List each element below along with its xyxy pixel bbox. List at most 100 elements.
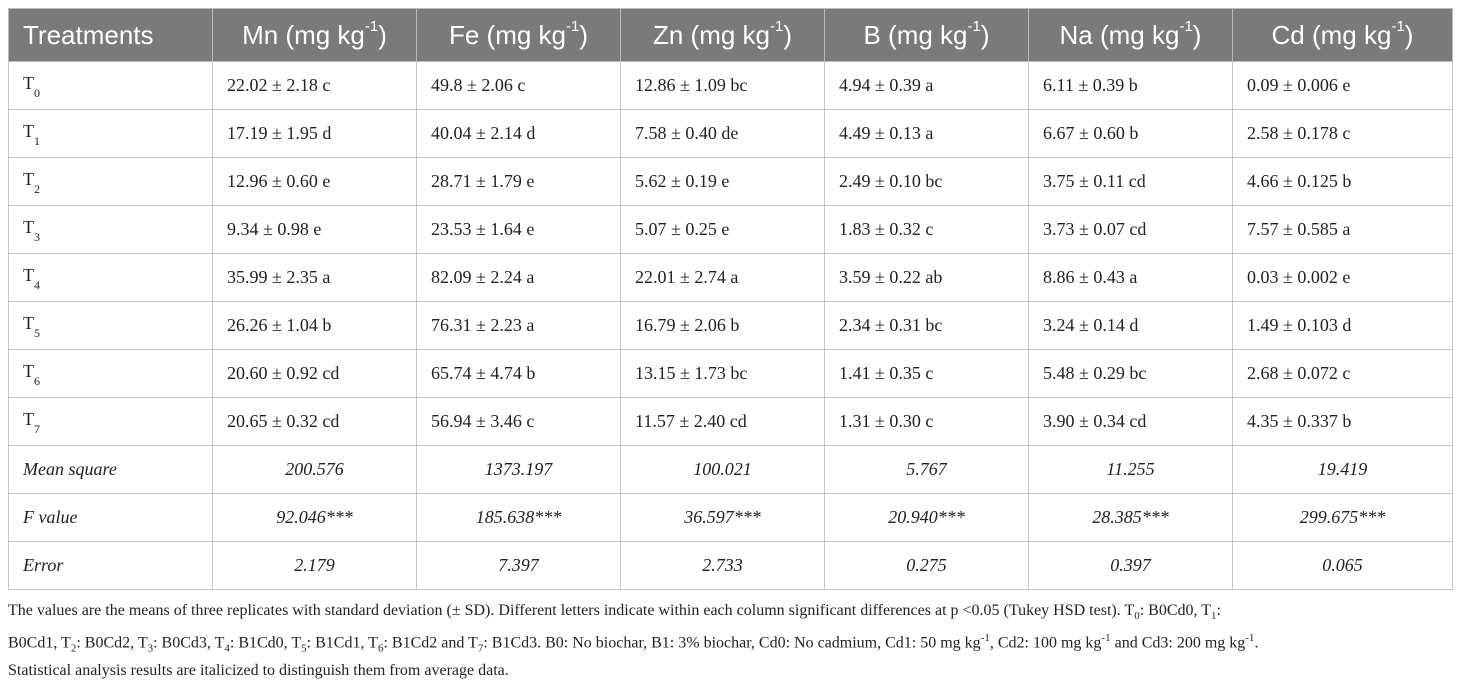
treatment-subscript: 5 <box>34 325 40 340</box>
treatment-subscript: 7 <box>34 421 40 436</box>
table-row: T4 35.99 ± 2.35 a 82.09 ± 2.24 a 22.01 ± 2.… <box>8 253 1453 302</box>
table-cell: 49.8 ± 2.06 c <box>416 61 621 110</box>
header-label: Treatments <box>23 19 154 50</box>
table-cell: 4.94 ± 0.39 a <box>824 61 1029 110</box>
stat-cell: 200.576 <box>212 445 417 494</box>
stat-cell: 100.021 <box>620 445 825 494</box>
footnote-text: , Cd2: 100 mg kg <box>989 634 1102 652</box>
stat-cell: 1373.197 <box>416 445 621 494</box>
table-footnote: The values are the means of three replic… <box>8 602 1259 679</box>
table-cell: 76.31 ± 2.23 a <box>416 301 621 350</box>
treatment-letter: T <box>23 313 34 334</box>
footnote-text: : B1Cd3. B0: No biochar, B1: 3% biochar,… <box>483 634 981 652</box>
stat-cell: 19.419 <box>1232 445 1453 494</box>
table-cell: 35.99 ± 2.35 a <box>212 253 417 302</box>
treatment-label: T0 <box>8 61 213 110</box>
table-cell: 17.19 ± 1.95 d <box>212 109 417 158</box>
table-cell: 7.58 ± 0.40 de <box>620 109 825 158</box>
table-cell: 0.09 ± 0.006 e <box>1232 61 1453 110</box>
table-cell: 1.31 ± 0.30 c <box>824 397 1029 446</box>
table-cell: 0.03 ± 0.002 e <box>1232 253 1453 302</box>
column-header: Zn (mg kg-1) <box>620 8 825 62</box>
header-unit-exponent: -1 <box>1179 17 1193 35</box>
column-header: Na (mg kg-1) <box>1028 8 1233 62</box>
stat-row: F value 92.046*** 185.638*** 36.597*** 20.94… <box>8 493 1453 542</box>
table-cell: 12.86 ± 1.09 bc <box>620 61 825 110</box>
table-cell: 2.34 ± 0.31 bc <box>824 301 1029 350</box>
table-row: T1 17.19 ± 1.95 d 40.04 ± 2.14 d 7.58 ± 0.4… <box>8 109 1453 158</box>
treatment-label: T6 <box>8 349 213 398</box>
stat-label: Mean square <box>8 445 213 494</box>
header-label: Cd (mg kg <box>1271 19 1392 50</box>
treatment-label: T3 <box>8 205 213 254</box>
table-cell: 5.07 ± 0.25 e <box>620 205 825 254</box>
header-label: Mn (mg kg <box>242 19 365 50</box>
header-unit-exponent: -1 <box>770 17 784 35</box>
footnote-text: : B0Cd2, T <box>76 634 148 652</box>
table-cell: 82.09 ± 2.24 a <box>416 253 621 302</box>
header-label-tail: ) <box>1404 19 1414 50</box>
stat-cell: 5.767 <box>824 445 1029 494</box>
table-cell: 3.24 ± 0.14 d <box>1028 301 1233 350</box>
stat-cell: 92.046*** <box>212 493 417 542</box>
treatment-letter: T <box>23 121 34 142</box>
stat-row: Error 2.179 7.397 2.733 0.275 0.397 0.065 <box>8 541 1453 590</box>
column-header: Mn (mg kg-1) <box>212 8 417 62</box>
table-cell: 6.67 ± 0.60 b <box>1028 109 1233 158</box>
treatment-letter: T <box>23 73 34 94</box>
treatment-label: T7 <box>8 397 213 446</box>
header-label: B (mg kg <box>863 19 968 50</box>
footnote-text: . <box>1254 634 1259 652</box>
stat-cell: 20.940*** <box>824 493 1029 542</box>
table-row: T6 20.60 ± 0.92 cd 65.74 ± 4.74 b 13.15 ± 1… <box>8 349 1453 398</box>
stat-cell: 299.675*** <box>1232 493 1453 542</box>
table-cell: 3.90 ± 0.34 cd <box>1028 397 1233 446</box>
footnote-text: : <box>1216 602 1221 619</box>
table-cell: 11.57 ± 2.40 cd <box>620 397 825 446</box>
header-unit-exponent: -1 <box>1391 17 1405 35</box>
table-cell: 4.49 ± 0.13 a <box>824 109 1029 158</box>
header-unit-exponent: -1 <box>566 17 580 35</box>
treatment-subscript: 0 <box>34 85 40 100</box>
table-cell: 9.34 ± 0.98 e <box>212 205 417 254</box>
column-header: Cd (mg kg-1) <box>1232 8 1453 62</box>
table-container: Treatments Mn (mg kg-1) Fe (mg kg-1) Zn (mg… <box>8 8 1453 682</box>
column-header: Fe (mg kg-1) <box>416 8 621 62</box>
stat-cell: 0.275 <box>824 541 1029 590</box>
stat-cell: 28.385*** <box>1028 493 1233 542</box>
table-cell: 12.96 ± 0.60 e <box>212 157 417 206</box>
table-cell: 4.35 ± 0.337 b <box>1232 397 1453 446</box>
treatment-subscript: 4 <box>34 277 40 292</box>
header-label-tail: ) <box>980 19 990 50</box>
header-label: Zn (mg kg <box>652 19 770 50</box>
treatment-letter: T <box>23 265 34 286</box>
header-label-tail: ) <box>1192 19 1202 50</box>
table-cell: 56.94 ± 3.46 c <box>416 397 621 446</box>
table-cell: 3.73 ± 0.07 cd <box>1028 205 1233 254</box>
table-cell: 5.48 ± 0.29 bc <box>1028 349 1233 398</box>
table-cell: 16.79 ± 2.06 b <box>620 301 825 350</box>
stat-cell: 0.397 <box>1028 541 1233 590</box>
table-cell: 4.66 ± 0.125 b <box>1232 157 1453 206</box>
footnote-text: The values are the means of three replic… <box>8 602 1135 619</box>
footnote-text: and Cd3: 200 mg kg <box>1110 634 1246 652</box>
footnote-text: : B1Cd1, T <box>306 634 378 652</box>
table-cell: 65.74 ± 4.74 b <box>416 349 621 398</box>
footnote-text: : B0Cd0, T <box>1139 602 1211 619</box>
table-cell: 5.62 ± 0.19 e <box>620 157 825 206</box>
header-label: Fe (mg kg <box>448 19 566 50</box>
treatment-label: T4 <box>8 253 213 302</box>
table-cell: 1.83 ± 0.32 c <box>824 205 1029 254</box>
treatment-label: T2 <box>8 157 213 206</box>
table-cell: 13.15 ± 1.73 bc <box>620 349 825 398</box>
treatment-label: T1 <box>8 109 213 158</box>
treatment-letter: T <box>23 217 34 238</box>
table-cell: 23.53 ± 1.64 e <box>416 205 621 254</box>
table-header-row: Treatments Mn (mg kg-1) Fe (mg kg-1) Zn (mg… <box>8 8 1453 62</box>
stat-cell: 11.255 <box>1028 445 1233 494</box>
treatment-subscript: 1 <box>34 133 40 148</box>
footnote-text: : B1Cd0, T <box>229 634 302 652</box>
header-unit-exponent: -1 <box>967 17 981 35</box>
stat-label: F value <box>8 493 213 542</box>
table-cell: 3.59 ± 0.22 ab <box>824 253 1029 302</box>
